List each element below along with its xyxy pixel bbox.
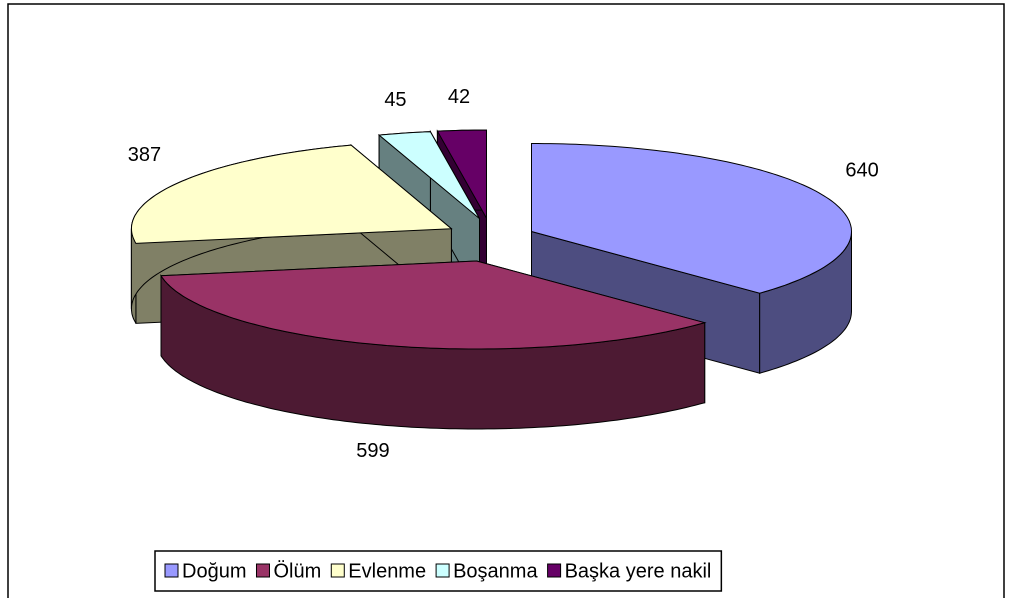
legend-label: Evlenme: [348, 560, 426, 582]
data-label: 42: [448, 86, 470, 108]
legend-label: Başka yere nakil: [565, 560, 712, 582]
data-label: 599: [356, 440, 389, 462]
legend-swatch: [435, 563, 450, 578]
slice-top: [436, 129, 487, 221]
legend-label: Ölüm: [273, 560, 321, 582]
legend-border: [154, 550, 723, 592]
legend-label: Doğum: [182, 560, 246, 582]
legend: Doğum Ölüm Evlenme Boşanma Başka yere nakil: [154, 550, 723, 592]
slice-top: [531, 143, 853, 294]
slice: [160, 260, 707, 430]
data-label: 387: [128, 144, 161, 166]
slice-top: [377, 131, 480, 219]
slice-top: [131, 144, 453, 244]
slice-top: [160, 260, 707, 350]
data-label: 45: [384, 89, 406, 111]
plot-area: 640 599 387 45 42: [128, 86, 879, 462]
legend-swatch: [255, 563, 270, 578]
legend-swatch: [547, 563, 562, 578]
data-label: 640: [845, 160, 878, 182]
slice: [531, 143, 853, 374]
legend-label: Boşanma: [453, 560, 538, 582]
legend-swatch: [164, 563, 179, 578]
legend-swatch: [330, 563, 345, 578]
